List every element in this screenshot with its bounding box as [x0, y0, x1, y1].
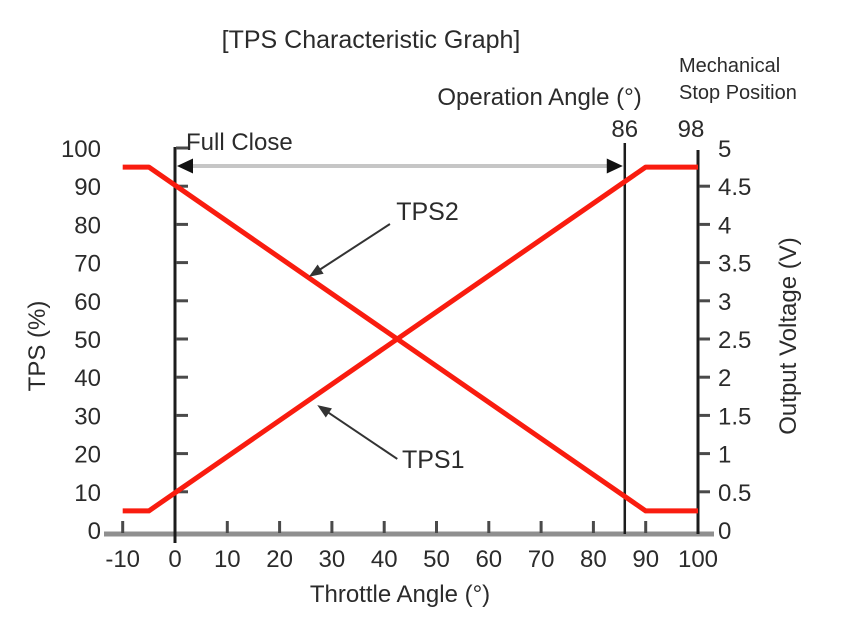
mechanical-stop-value: 98 [678, 116, 705, 143]
x-tick-label: 100 [678, 546, 718, 573]
y-left-tick-label: 0 [88, 518, 101, 545]
y-right-tick-label: 5 [718, 136, 731, 163]
y-left-tick-label: 100 [61, 136, 101, 163]
operation-angle-value: 86 [611, 116, 638, 143]
y-right-axis-title: Output Voltage (V) [775, 237, 802, 434]
full-close-label: Full Close [186, 129, 293, 156]
x-tick-label: 70 [528, 546, 555, 573]
y-left-tick-label: 40 [74, 365, 101, 392]
y-left-tick-label: 60 [74, 289, 101, 316]
y-left-axis-title: TPS (%) [24, 301, 51, 392]
operation-angle-label: Operation Angle (°) [437, 84, 641, 111]
y-left-tick-label: 20 [74, 442, 101, 469]
x-tick-label: -10 [105, 546, 140, 573]
y-right-tick-label: 4.5 [718, 174, 751, 201]
y-right-tick-label: 0.5 [718, 480, 751, 507]
annotation-arrow-tps1 [323, 408, 398, 460]
operation-range-arrow-left-head [177, 158, 193, 174]
y-right-tick-label: 0 [718, 518, 731, 545]
x-tick-label: 30 [319, 546, 346, 573]
x-tick-label: 90 [632, 546, 659, 573]
annotation-arrow-head-tps1 [317, 405, 332, 418]
series-label-tps2: TPS2 [396, 198, 459, 226]
series-line-tps2 [122, 164, 698, 514]
y-right-tick-label: 2.5 [718, 327, 751, 354]
y-left-tick-label: 30 [74, 403, 101, 430]
annotation-arrow-tps2 [315, 223, 391, 274]
y-left-tick-label: 90 [74, 174, 101, 201]
y-left-tick-label: 80 [74, 212, 101, 239]
y-right-tick-label: 1 [718, 442, 731, 469]
x-tick-label: 80 [580, 546, 607, 573]
x-tick-label: 60 [475, 546, 502, 573]
x-tick-label: 50 [423, 546, 450, 573]
annotation-arrow-head-tps2 [308, 264, 324, 277]
mechanical-stop-label-line1: Mechanical [679, 55, 780, 77]
mechanical-stop-label-line2: Stop Position [679, 82, 797, 104]
y-right-tick-label: 4 [718, 212, 731, 239]
operation-range-arrow-right-head [606, 158, 623, 174]
x-tick-label: 20 [266, 546, 293, 573]
y-left-tick-label: 10 [74, 480, 101, 507]
y-left-tick-label: 50 [74, 327, 101, 354]
x-tick-label: 10 [214, 546, 241, 573]
y-left-tick-label: 70 [74, 251, 101, 278]
x-tick-label: 0 [168, 546, 181, 573]
chart-title: [TPS Characteristic Graph] [222, 26, 521, 54]
y-right-tick-label: 1.5 [718, 403, 751, 430]
x-axis-title: Throttle Angle (°) [310, 581, 490, 608]
y-right-tick-label: 2 [718, 365, 731, 392]
y-right-tick-label: 3 [718, 289, 731, 316]
x-tick-label: 40 [371, 546, 398, 573]
series-label-tps1: TPS1 [402, 446, 465, 474]
y-right-tick-label: 3.5 [718, 251, 751, 278]
